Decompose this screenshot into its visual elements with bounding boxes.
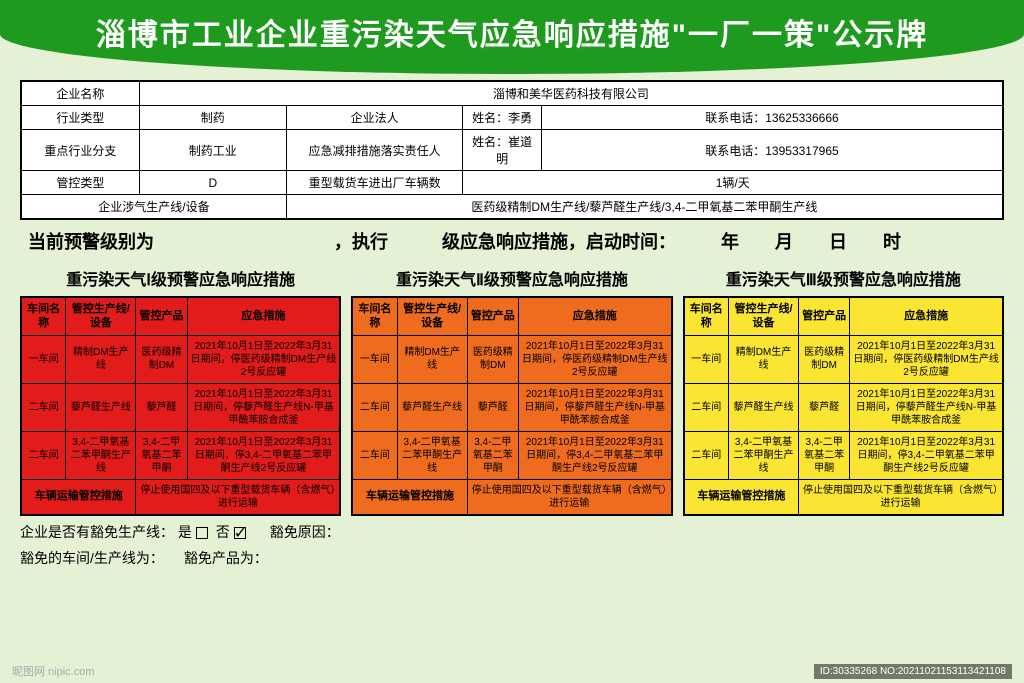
id-stamp: ID:30335268 NO:20211021153113421108 bbox=[814, 664, 1012, 679]
transport-row: 车辆运输管控措施 停止使用国四及以下重型载货车辆（含燃气）进行运输 bbox=[684, 479, 1003, 515]
bottom-questions: 企业是否有豁免生产线： 是 否 豁免原因： bbox=[20, 522, 1004, 542]
value-control-type: D bbox=[139, 171, 286, 195]
value-industry-type: 制药 bbox=[139, 106, 286, 130]
label-control-type: 管控类型 bbox=[22, 171, 140, 195]
table-row: 二车间 3,4-二甲氧基二苯甲酮生产线 3,4-二甲氧基二苯甲酮 2021年10… bbox=[21, 431, 340, 479]
table-row: 一车间 精制DM生产线 医药级精制DM 2021年10月1日至2022年3月31… bbox=[684, 335, 1003, 383]
level-3-table: 车间名称 管控生产线/设备 管控产品 应急措施 一车间 精制DM生产线 医药级精… bbox=[683, 296, 1004, 516]
q1: 企业是否有豁免生产线： 是 否 bbox=[20, 522, 250, 542]
level-2-block: 重污染天气Ⅱ级预警应急响应措施 车间名称 管控生产线/设备 管控产品 应急措施 … bbox=[351, 262, 672, 516]
transport-row: 车辆运输管控措施 停止使用国四及以下重型载货车辆（含燃气）进行运输 bbox=[21, 479, 340, 515]
page-title: 淄博市工业企业重污染天气应急响应措施"一厂一策"公示牌 bbox=[0, 10, 1024, 54]
company-info-section: 企业名称 淄博和美华医药科技有限公司 行业类型 制药 企业法人 姓名：李勇 联系… bbox=[20, 80, 1004, 220]
value-heavy-truck: 1辆/天 bbox=[463, 171, 1003, 195]
level-2-title: 重污染天气Ⅱ级预警应急响应措施 bbox=[351, 262, 672, 296]
level-tables-row: 重污染天气Ⅰ级预警应急响应措施 车间名称 管控生产线/设备 管控产品 应急措施 … bbox=[20, 262, 1004, 516]
th-line: 管控生产线/设备 bbox=[66, 297, 136, 335]
value-key-branch: 制药工业 bbox=[139, 130, 286, 171]
th-workshop: 车间名称 bbox=[21, 297, 66, 335]
level-1-title: 重污染天气Ⅰ级预警应急响应措施 bbox=[20, 262, 341, 296]
watermark: 昵图网 nipic.com bbox=[12, 663, 95, 679]
label-key-branch: 重点行业分支 bbox=[22, 130, 140, 171]
checkbox-no[interactable] bbox=[234, 527, 246, 539]
level-1-table: 车间名称 管控生产线/设备 管控产品 应急措施 一车间 精制DM生产线 医药级精… bbox=[20, 296, 341, 516]
label-industry-type: 行业类型 bbox=[22, 106, 140, 130]
label-name-1: 姓名：李勇 bbox=[463, 106, 541, 130]
label-legal-person: 企业法人 bbox=[286, 106, 463, 130]
th-product: 管控产品 bbox=[136, 297, 187, 335]
value-gas-lines: 医药级精制DM生产线/藜芦醛生产线/3,4-二甲氧基二苯甲酮生产线 bbox=[286, 195, 1002, 219]
header-bar: 淄博市工业企业重污染天气应急响应措施"一厂一策"公示牌 bbox=[0, 0, 1024, 74]
level-2-table: 车间名称 管控生产线/设备 管控产品 应急措施 一车间 精制DM生产线 医药级精… bbox=[351, 296, 672, 516]
alert-status-line: 当前预警级别为 ，执行 级应急响应措施，启动时间： 年 月 日 时 bbox=[20, 224, 1004, 258]
table-row: 二车间 藜芦醛生产线 藜芦醛 2021年10月1日至2022年3月31日期间，停… bbox=[352, 383, 671, 431]
label-name-2: 姓名：崔道明 bbox=[463, 130, 541, 171]
label-company-name: 企业名称 bbox=[22, 82, 140, 106]
table-row: 二车间 藜芦醛生产线 藜芦醛 2021年10月1日至2022年3月31日期间，停… bbox=[21, 383, 340, 431]
table-row: 二车间 3,4-二甲氧基二苯甲酮生产线 3,4-二甲氧基二苯甲酮 2021年10… bbox=[684, 431, 1003, 479]
q4: 豁免产品为： bbox=[184, 548, 268, 568]
level-3-title: 重污染天气Ⅲ级预警应急响应措施 bbox=[683, 262, 1004, 296]
label-gas-lines: 企业涉气生产线/设备 bbox=[22, 195, 287, 219]
table-row: 一车间 精制DM生产线 医药级精制DM 2021年10月1日至2022年3月31… bbox=[352, 335, 671, 383]
value-legal-phone: 联系电话：13625336666 bbox=[541, 106, 1002, 130]
label-heavy-truck: 重型载货车进出厂车辆数 bbox=[286, 171, 463, 195]
company-info-table: 企业名称 淄博和美华医药科技有限公司 行业类型 制药 企业法人 姓名：李勇 联系… bbox=[21, 81, 1003, 219]
level-1-block: 重污染天气Ⅰ级预警应急响应措施 车间名称 管控生产线/设备 管控产品 应急措施 … bbox=[20, 262, 341, 516]
bottom-questions-2: 豁免的车间/生产线为： 豁免产品为： bbox=[20, 548, 1004, 568]
value-resp-phone: 联系电话：13953317965 bbox=[541, 130, 1002, 171]
table-row: 二车间 3,4-二甲氧基二苯甲酮生产线 3,4-二甲氧基二苯甲酮 2021年10… bbox=[352, 431, 671, 479]
level-3-block: 重污染天气Ⅲ级预警应急响应措施 车间名称 管控生产线/设备 管控产品 应急措施 … bbox=[683, 262, 1004, 516]
q3: 豁免的车间/生产线为： bbox=[20, 548, 164, 568]
q2: 豁免原因： bbox=[270, 522, 340, 542]
label-responsible: 应急减排措施落实责任人 bbox=[286, 130, 463, 171]
value-company-name: 淄博和美华医药科技有限公司 bbox=[139, 82, 1002, 106]
table-row: 二车间 藜芦醛生产线 藜芦醛 2021年10月1日至2022年3月31日期间，停… bbox=[684, 383, 1003, 431]
th-measure: 应急措施 bbox=[187, 297, 340, 335]
checkbox-yes[interactable] bbox=[196, 527, 208, 539]
table-row: 一车间 精制DM生产线 医药级精制DM 2021年10月1日至2022年3月31… bbox=[21, 335, 340, 383]
transport-row: 车辆运输管控措施 停止使用国四及以下重型载货车辆（含燃气）进行运输 bbox=[352, 479, 671, 515]
